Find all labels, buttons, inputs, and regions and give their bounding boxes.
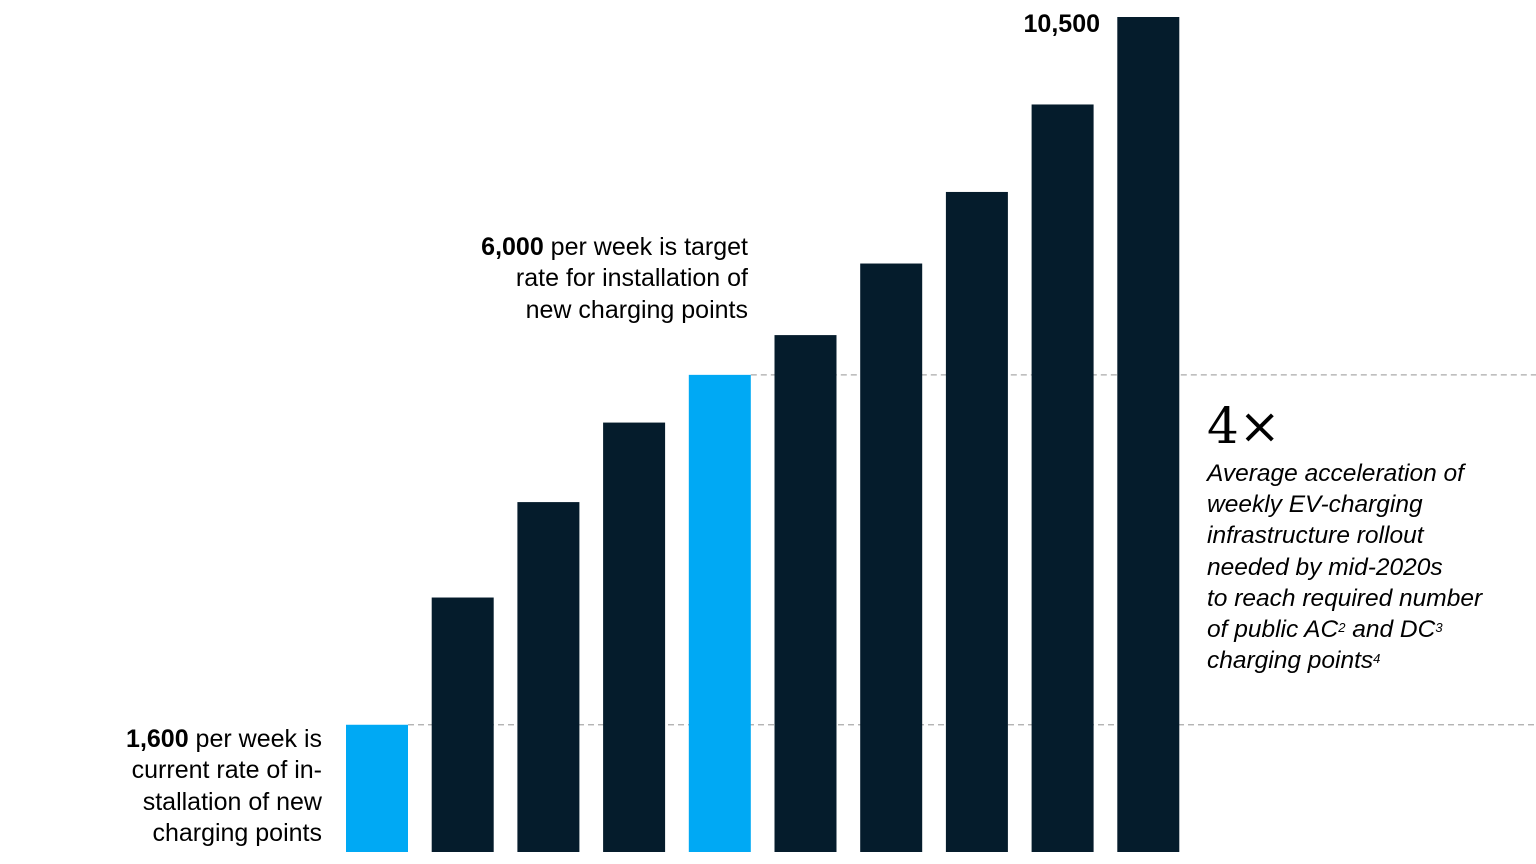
callout-line: infrastructure rollout bbox=[1207, 522, 1424, 550]
callout-line: to reach required number bbox=[1207, 584, 1483, 612]
target-rate-text: per week is target rate for installation… bbox=[515, 233, 748, 324]
callout-line: Average acceleration of bbox=[1207, 460, 1464, 487]
callout-line: of public AC2 and DC3 bbox=[1207, 614, 1532, 645]
target-rate-annotation: 6,000 per week is target rate for instal… bbox=[480, 232, 748, 326]
callout-description: Average acceleration of weekly EV-chargi… bbox=[1207, 458, 1532, 676]
callout-line: charging points4 bbox=[1207, 645, 1532, 676]
bar bbox=[1031, 104, 1094, 852]
current-rate-value: 1,600 bbox=[126, 725, 189, 753]
current-rate-text: per week is current rate of in-stallatio… bbox=[131, 725, 322, 847]
footnote-2: 2 bbox=[1338, 620, 1346, 636]
bar bbox=[603, 422, 666, 852]
bar bbox=[945, 191, 1008, 852]
callout-text-dc: and DC bbox=[1345, 616, 1436, 644]
callout-line: needed by mid-2020s bbox=[1207, 553, 1443, 581]
target-rate-value: 6,000 bbox=[481, 233, 544, 261]
top-bar-value-label: 10,500 bbox=[1023, 10, 1100, 38]
bar bbox=[774, 335, 837, 853]
bar bbox=[431, 597, 494, 852]
footnote-3: 3 bbox=[1435, 620, 1443, 636]
callout-text-ac: of public AC bbox=[1207, 616, 1339, 644]
bar bbox=[517, 502, 580, 852]
current-rate-annotation: 1,600 per week is current rate of in-sta… bbox=[60, 724, 322, 849]
highlighted-bar bbox=[346, 724, 408, 852]
highlighted-bar bbox=[688, 374, 751, 852]
callout-multiplier: 4× bbox=[1207, 397, 1281, 455]
callout-line: weekly EV-charging bbox=[1207, 491, 1423, 519]
footnote-4: 4 bbox=[1373, 651, 1381, 667]
bar bbox=[1117, 17, 1180, 852]
acceleration-callout: 4× Average acceleration of weekly EV-cha… bbox=[1207, 396, 1532, 676]
callout-text-points: charging points bbox=[1207, 647, 1374, 675]
bar bbox=[860, 263, 923, 852]
